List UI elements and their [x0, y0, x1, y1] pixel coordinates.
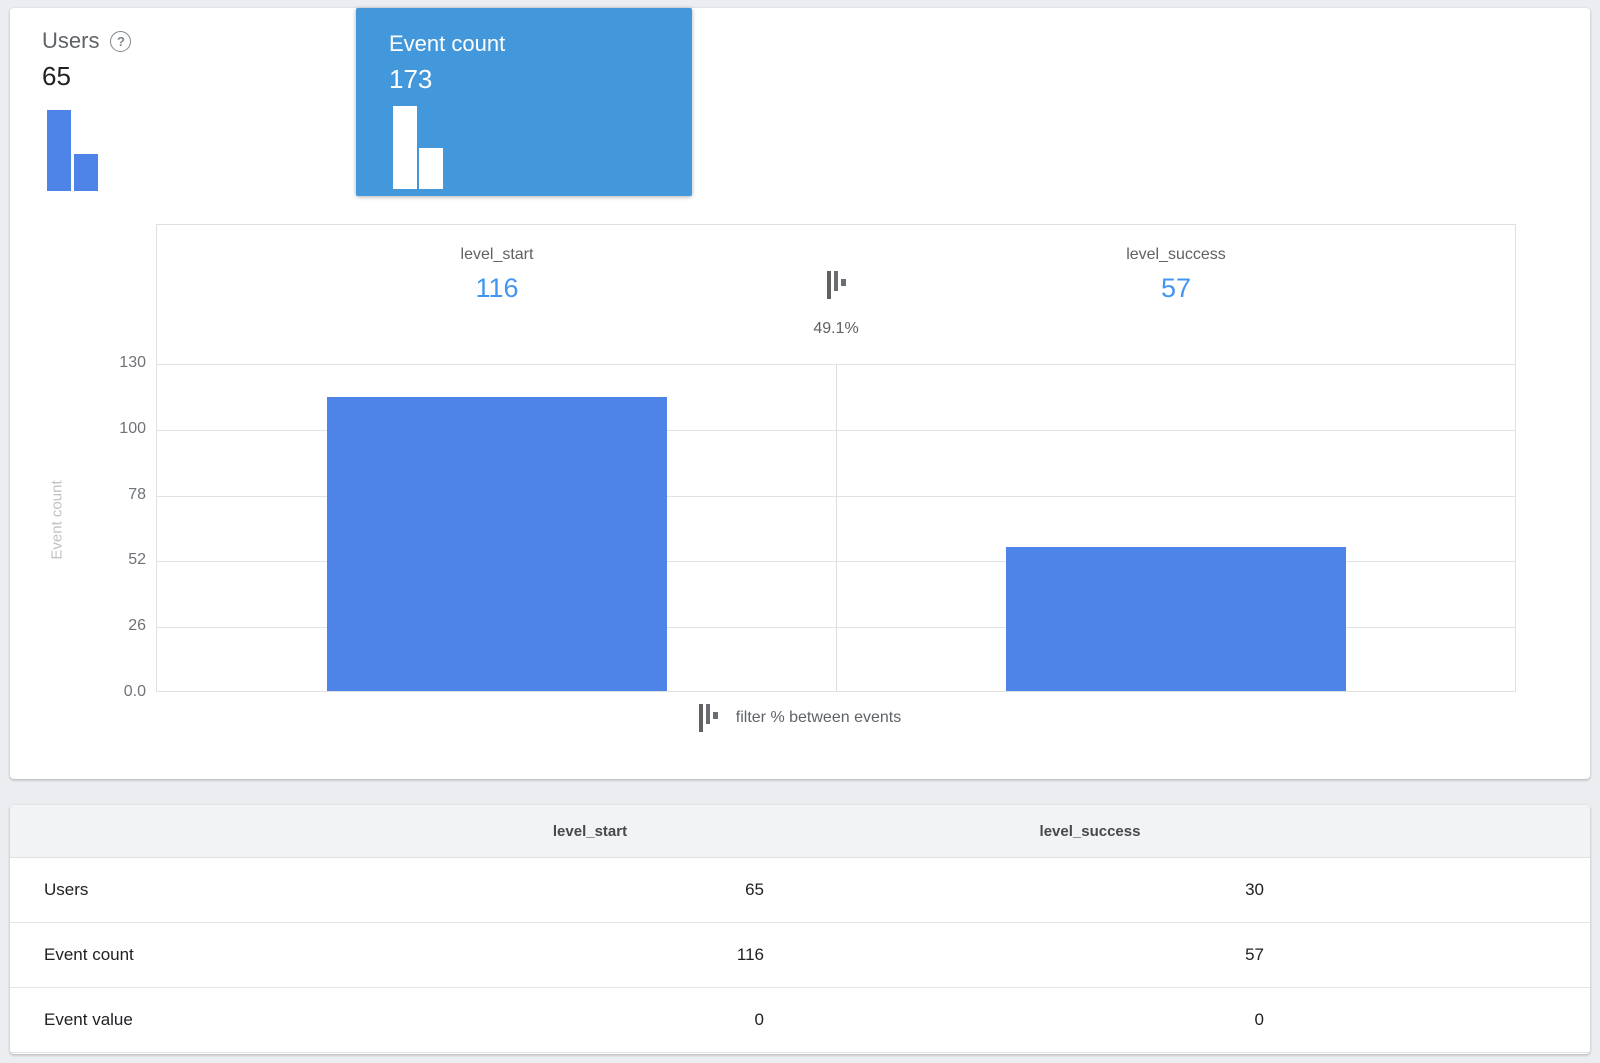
- event-count-metric-value: 173: [389, 64, 433, 94]
- table-row: Event value 0 0: [10, 988, 1590, 1053]
- column-divider: [836, 364, 837, 691]
- event-count-sparkline-bar: [393, 106, 417, 189]
- column-header-level-success: level_success: [1039, 822, 1141, 840]
- legend-text: filter % between events: [735, 709, 902, 726]
- bar-level-success[interactable]: [1006, 547, 1346, 691]
- event-name-label: level_success: [1126, 246, 1226, 263]
- y-tick-label: 26: [128, 617, 146, 634]
- cell-value: 116: [736, 945, 764, 964]
- between-events-percent: 49.1%: [813, 320, 859, 337]
- help-icon[interactable]: ?: [110, 30, 132, 52]
- filter-percent-icon[interactable]: [826, 271, 846, 299]
- users-sparkline-bar: [47, 110, 71, 191]
- chart-header-level-success: level_success 57: [836, 225, 1516, 304]
- y-tick-label: 52: [128, 551, 146, 568]
- table-header-row: level_start level_success: [10, 805, 1590, 858]
- event-count-value: 57: [1160, 273, 1192, 303]
- cell-value: 0: [754, 1010, 764, 1029]
- filter-percent-icon: [698, 704, 718, 732]
- users-metric-value: 65: [42, 61, 71, 91]
- y-tick-label: 0.0: [123, 683, 146, 700]
- table-row: Event count 116 57: [10, 923, 1590, 988]
- metric-card-event-count[interactable]: Event count 173: [356, 8, 692, 196]
- chart-legend: filter % between events: [10, 704, 1590, 732]
- y-tick-label: 78: [128, 486, 146, 503]
- event-count-value: 116: [475, 273, 519, 303]
- event-count-sparkline: [393, 106, 443, 189]
- y-tick-label: 130: [119, 354, 146, 371]
- users-sparkline: [47, 110, 98, 191]
- plot-area: [157, 364, 1515, 691]
- row-label: Event count: [44, 945, 134, 964]
- cell-value: 57: [1245, 945, 1264, 964]
- event-metrics-table: level_start level_success Users 65 30 Ev…: [10, 805, 1590, 1054]
- cell-value: 30: [1245, 880, 1264, 899]
- y-axis-title: Event count: [48, 480, 66, 560]
- bar-level-start[interactable]: [327, 397, 667, 691]
- users-metric-label: Users: [42, 28, 100, 53]
- cell-value: 65: [745, 880, 764, 899]
- users-sparkline-bar: [74, 154, 98, 191]
- column-header-level-start: level_start: [552, 822, 628, 840]
- chart-header-level-start: level_start 116: [157, 225, 837, 304]
- event-name-label: level_start: [460, 246, 534, 263]
- row-label: Event value: [44, 1010, 133, 1029]
- y-tick-label: 100: [119, 420, 146, 437]
- row-label: Users: [44, 880, 89, 899]
- event-count-sparkline-bar: [419, 148, 443, 189]
- cell-value: 0: [1254, 1010, 1264, 1029]
- table-row: Users 65 30: [10, 858, 1590, 923]
- event-count-metric-label: Event count: [389, 31, 506, 56]
- summary-and-chart-card: Users ? 65 Event count 173 Event count 1…: [10, 8, 1590, 779]
- metric-card-users[interactable]: Users ? 65: [42, 28, 132, 92]
- event-comparison-chart: level_start 116 49.1% level_success 57: [156, 224, 1516, 692]
